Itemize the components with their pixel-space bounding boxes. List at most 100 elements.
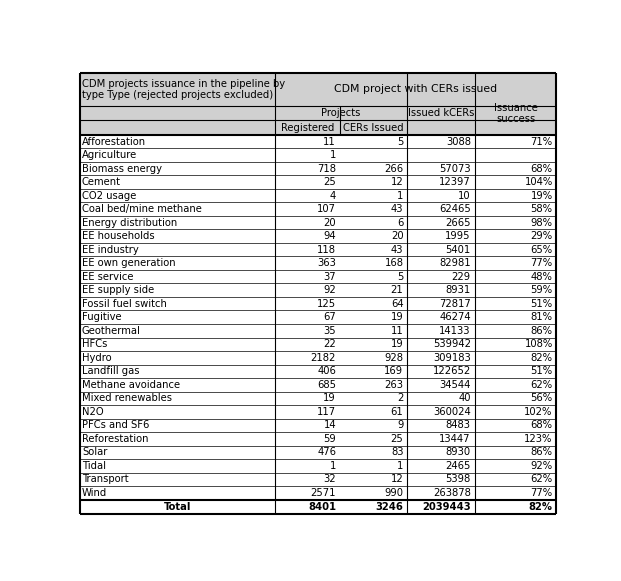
- Text: 19: 19: [391, 312, 404, 322]
- Text: Fossil fuel switch: Fossil fuel switch: [82, 299, 167, 309]
- Text: 46274: 46274: [439, 312, 471, 322]
- Text: Tidal: Tidal: [82, 461, 106, 471]
- Text: CDM projects issuance in the pipeline by
type Type (rejected projects excluded): CDM projects issuance in the pipeline by…: [82, 78, 285, 101]
- Text: 363: 363: [317, 258, 336, 268]
- Text: 2665: 2665: [445, 218, 471, 228]
- Bar: [80, 73, 556, 106]
- Text: 11: 11: [391, 326, 404, 336]
- Text: 476: 476: [317, 447, 336, 457]
- Text: EE industry: EE industry: [82, 245, 138, 254]
- Text: 40: 40: [458, 393, 471, 403]
- Text: 117: 117: [317, 407, 336, 417]
- Text: 10: 10: [458, 191, 471, 200]
- Text: Wind: Wind: [82, 488, 107, 498]
- Text: 8931: 8931: [446, 285, 471, 295]
- Text: Transport: Transport: [82, 475, 129, 485]
- Text: 122652: 122652: [433, 366, 471, 376]
- Text: 92: 92: [324, 285, 336, 295]
- Text: 928: 928: [384, 353, 404, 363]
- Text: 5: 5: [397, 272, 404, 282]
- Text: 12397: 12397: [439, 177, 471, 187]
- Text: 8401: 8401: [308, 502, 336, 512]
- Text: 1: 1: [397, 461, 404, 471]
- Text: 12: 12: [391, 177, 404, 187]
- Text: 8930: 8930: [446, 447, 471, 457]
- Text: 263878: 263878: [433, 488, 471, 498]
- Text: 9: 9: [397, 421, 404, 431]
- Text: 1: 1: [330, 461, 336, 471]
- Text: Issuance
success: Issuance success: [494, 102, 538, 124]
- Text: 61: 61: [391, 407, 404, 417]
- Text: 104%: 104%: [524, 177, 553, 187]
- Text: 1: 1: [397, 191, 404, 200]
- Text: 20: 20: [324, 218, 336, 228]
- Text: 57073: 57073: [439, 164, 471, 174]
- Text: 108%: 108%: [524, 339, 553, 349]
- Text: 25: 25: [391, 434, 404, 444]
- Text: 67: 67: [324, 312, 336, 322]
- Text: 2571: 2571: [310, 488, 336, 498]
- Text: 309183: 309183: [433, 353, 471, 363]
- Text: 65%: 65%: [530, 245, 553, 254]
- Text: Projects: Projects: [322, 108, 361, 119]
- Bar: [80, 106, 556, 120]
- Text: 107: 107: [317, 204, 336, 214]
- Text: 81%: 81%: [530, 312, 553, 322]
- Text: 32: 32: [324, 475, 336, 485]
- Text: Geothermal: Geothermal: [82, 326, 141, 336]
- Text: 539942: 539942: [433, 339, 471, 349]
- Text: Total: Total: [164, 502, 191, 512]
- Text: 125: 125: [317, 299, 336, 309]
- Text: EE households: EE households: [82, 231, 155, 241]
- Text: 360024: 360024: [433, 407, 471, 417]
- Text: HFCs: HFCs: [82, 339, 107, 349]
- Text: 13447: 13447: [439, 434, 471, 444]
- Text: 82%: 82%: [528, 502, 553, 512]
- Text: 58%: 58%: [530, 204, 553, 214]
- Text: 62%: 62%: [530, 475, 553, 485]
- Text: 62465: 62465: [439, 204, 471, 214]
- Text: 83: 83: [391, 447, 404, 457]
- Text: 118: 118: [317, 245, 336, 254]
- Text: EE supply side: EE supply side: [82, 285, 154, 295]
- Text: 68%: 68%: [530, 164, 553, 174]
- Text: 4: 4: [330, 191, 336, 200]
- Text: 14133: 14133: [439, 326, 471, 336]
- Text: Biomass energy: Biomass energy: [82, 164, 162, 174]
- Text: 20: 20: [391, 231, 404, 241]
- Text: 11: 11: [324, 137, 336, 146]
- Text: Fugitive: Fugitive: [82, 312, 122, 322]
- Text: Issued kCERs: Issued kCERs: [408, 108, 474, 119]
- Text: 14: 14: [324, 421, 336, 431]
- Text: 229: 229: [451, 272, 471, 282]
- Text: PFCs and SF6: PFCs and SF6: [82, 421, 149, 431]
- Text: 12: 12: [391, 475, 404, 485]
- Text: 5401: 5401: [446, 245, 471, 254]
- Text: 685: 685: [317, 380, 336, 390]
- Text: 21: 21: [391, 285, 404, 295]
- Text: 29%: 29%: [530, 231, 553, 241]
- Text: 94: 94: [324, 231, 336, 241]
- Text: Landfill gas: Landfill gas: [82, 366, 140, 376]
- Text: 990: 990: [384, 488, 404, 498]
- Text: 25: 25: [324, 177, 336, 187]
- Text: 34544: 34544: [440, 380, 471, 390]
- Text: 59%: 59%: [530, 285, 553, 295]
- Text: Cement: Cement: [82, 177, 121, 187]
- Text: 406: 406: [317, 366, 336, 376]
- Text: 92%: 92%: [530, 461, 553, 471]
- Text: Reforestation: Reforestation: [82, 434, 148, 444]
- Text: 51%: 51%: [530, 299, 553, 309]
- Text: 5: 5: [397, 137, 404, 146]
- Text: Registered: Registered: [281, 123, 334, 132]
- Text: 266: 266: [384, 164, 404, 174]
- Text: CO2 usage: CO2 usage: [82, 191, 137, 200]
- Text: 19: 19: [391, 339, 404, 349]
- Text: CDM project with CERs issued: CDM project with CERs issued: [334, 84, 497, 95]
- Text: 1995: 1995: [445, 231, 471, 241]
- Text: 102%: 102%: [524, 407, 553, 417]
- Text: 168: 168: [384, 258, 404, 268]
- Text: Mixed renewables: Mixed renewables: [82, 393, 172, 403]
- Text: 2039443: 2039443: [422, 502, 471, 512]
- Text: 62%: 62%: [530, 380, 553, 390]
